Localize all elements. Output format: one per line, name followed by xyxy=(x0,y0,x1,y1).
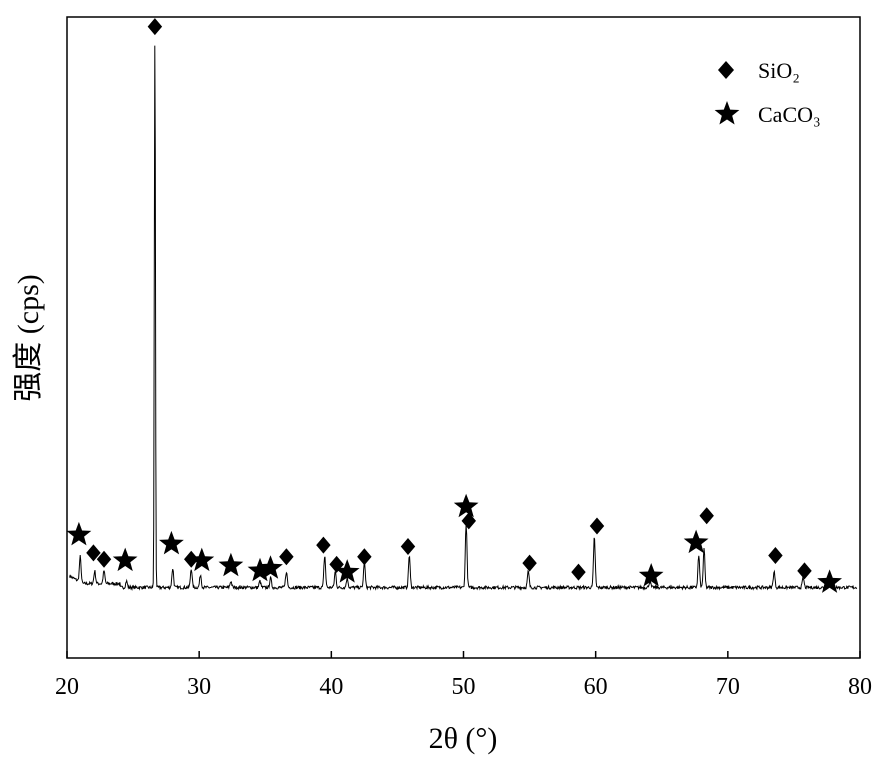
x-axis-title: 2θ (°) xyxy=(429,722,498,755)
peak-markers xyxy=(66,18,842,593)
sio2-peak-diamond-icon xyxy=(768,546,783,564)
sio2-peak-diamond-icon xyxy=(147,18,163,36)
sio2-peak-diamond-icon xyxy=(86,544,101,562)
x-axis-tick-labels: 20 30 40 50 60 70 80 xyxy=(55,674,872,700)
x-tick-label: 50 xyxy=(452,674,476,700)
caco3-peak-star-icon xyxy=(66,521,92,546)
x-tick-label: 30 xyxy=(187,674,211,700)
x-tick-label: 80 xyxy=(848,674,872,700)
sio2-peak-diamond-icon xyxy=(400,537,416,555)
sio2-peak-diamond-icon xyxy=(357,548,372,566)
caco3-peak-star-icon xyxy=(817,569,842,593)
x-tick-label: 70 xyxy=(716,674,740,700)
sio2-peak-diamond-icon xyxy=(461,512,477,530)
sio2-peak-diamond-icon xyxy=(184,550,199,568)
caco3-peak-star-icon xyxy=(453,493,479,518)
legend-label-sio2: SiO₂ xyxy=(758,58,800,83)
caco3-peak-star-icon xyxy=(638,563,664,587)
sio2-peak-diamond-icon xyxy=(522,554,537,572)
caco3-peak-star-icon xyxy=(159,530,184,555)
sio2-peak-diamond-icon xyxy=(571,563,586,581)
plot-frame xyxy=(66,16,861,659)
x-tick-label: 20 xyxy=(55,674,79,700)
caco3-peak-star-icon xyxy=(218,552,244,577)
sio2-peak-diamond-icon xyxy=(589,517,605,535)
y-axis-title: 强度 (cps) xyxy=(12,274,45,401)
caco3-peak-star-icon xyxy=(683,529,709,554)
x-axis-ticks xyxy=(66,651,861,658)
sio2-peak-diamond-icon xyxy=(699,507,714,525)
x-tick-label: 40 xyxy=(319,674,343,700)
sio2-peak-diamond-icon xyxy=(797,562,812,580)
legend-diamond-icon xyxy=(718,61,734,79)
xrd-pattern-line xyxy=(69,45,858,592)
legend-label-caco3: CaCO₃ xyxy=(758,102,821,127)
caco3-peak-star-icon xyxy=(334,559,360,583)
sio2-peak-diamond-icon xyxy=(279,548,294,566)
caco3-peak-star-icon xyxy=(247,557,273,582)
caco3-peak-star-icon xyxy=(112,547,138,572)
caco3-peak-star-icon xyxy=(258,555,283,579)
legend-star-icon xyxy=(714,101,740,125)
sio2-peak-diamond-icon xyxy=(96,550,112,568)
caco3-peak-star-icon xyxy=(189,547,215,572)
x-tick-label: 60 xyxy=(584,674,608,700)
legend: SiO₂ CaCO₃ xyxy=(714,58,821,127)
sio2-peak-diamond-icon xyxy=(316,536,331,554)
